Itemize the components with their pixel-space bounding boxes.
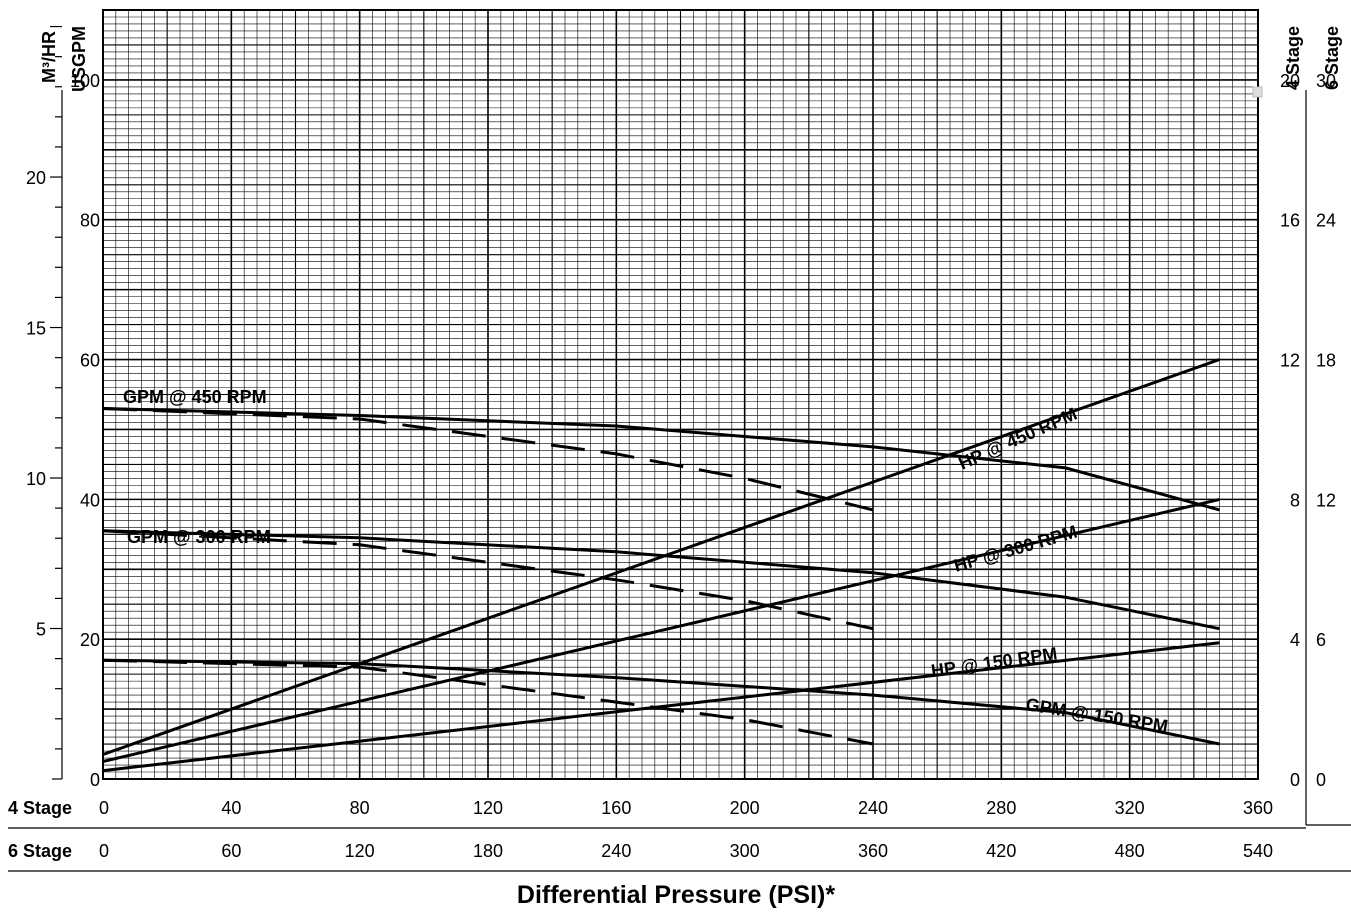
x-4-stage-tick-label: 360 [1243, 798, 1273, 818]
usgpm-tick-label: 100 [70, 71, 100, 91]
x-6-stage-tick-label: 360 [858, 841, 888, 861]
usgpm-tick-label: 60 [80, 351, 100, 371]
series-line-2 [102, 407, 874, 512]
right-4-stage-tick-label: 20 [1280, 71, 1300, 91]
x-6-stage-tick-label: 0 [99, 841, 109, 861]
m3hr-tick-label: 15 [26, 319, 46, 339]
x-6-stage-tick-label: 480 [1115, 841, 1145, 861]
series-line-3 [102, 529, 1220, 631]
x-4-stage-tick-label: 0 [99, 798, 109, 818]
series-line-6 [102, 658, 874, 746]
x-6-stage-tick-label: 300 [730, 841, 760, 861]
left-axis-name-usgpm: USGPM [69, 26, 89, 92]
series-label-hp-150: HP @ 150 RPM [930, 643, 1059, 681]
x-4-stage-tick-label: 160 [601, 798, 631, 818]
x-6-stage-tick-label: 180 [473, 841, 503, 861]
x-4-stage-tick-label: 80 [350, 798, 370, 818]
series-label-hp-300: HP @ 300 RPM [952, 522, 1080, 576]
series-line-7 [102, 358, 1221, 756]
x-4-stage-tick-label: 240 [858, 798, 888, 818]
x-6-stage-tick-label: 60 [221, 841, 241, 861]
left-axis-name-m3hr: M³/HR [39, 31, 59, 83]
right-4-stage-tick-label: 0 [1290, 770, 1300, 790]
chart-labels: GPM @ 450 RPM GPM @ 300 RPM GPM @ 150 RP… [8, 26, 1342, 909]
x-4-stage-tick-label: 200 [730, 798, 760, 818]
x-4-stage-tick-label: 280 [986, 798, 1016, 818]
usgpm-tick-label: 40 [80, 490, 100, 510]
x-axis-name-4-stage: 4 Stage [8, 798, 72, 818]
x-axis-name-6-stage: 6 Stage [8, 841, 72, 861]
plot-frame [102, 9, 1259, 780]
usgpm-tick-label: 0 [90, 770, 100, 790]
right-4-stage-tick-label: 4 [1290, 630, 1300, 650]
corner-marker [1252, 86, 1263, 98]
x-6-stage-tick-label: 120 [345, 841, 375, 861]
right-4-stage-tick-label: 12 [1280, 351, 1300, 371]
usgpm-tick-label: 80 [80, 211, 100, 231]
x-4-stage-tick-label: 120 [473, 798, 503, 818]
m3hr-tick-label: 5 [36, 620, 46, 640]
m3hr-tick-label: 20 [26, 168, 46, 188]
right-6-stage-tick-label: 30 [1316, 71, 1336, 91]
right-6-stage-tick-label: 18 [1316, 351, 1336, 371]
x-6-stage-tick-label: 420 [986, 841, 1016, 861]
right-6-stage-tick-label: 6 [1316, 630, 1326, 650]
series-line-5 [102, 658, 1220, 746]
right-6-stage-tick-label: 0 [1316, 770, 1326, 790]
x-6-stage-tick-label: 540 [1243, 841, 1273, 861]
right-6-stage-tick-label: 12 [1316, 490, 1336, 510]
right-6-stage-tick-label: 24 [1316, 211, 1336, 231]
chart-grid [102, 9, 1259, 780]
x-axis-title: Differential Pressure (PSI)* [517, 881, 835, 909]
right-axis-name-6-stage: 6 Stage [1322, 26, 1342, 90]
x-4-stage-tick-label: 320 [1115, 798, 1145, 818]
m3hr-tick-label: 10 [26, 469, 46, 489]
x-6-stage-tick-label: 240 [601, 841, 631, 861]
series-line-4 [102, 529, 874, 631]
x-4-stage-tick-label: 40 [221, 798, 241, 818]
series-label-gpm-300: GPM @ 300 RPM [127, 527, 271, 547]
right-4-stage-tick-label: 8 [1290, 490, 1300, 510]
chart-series-group [102, 358, 1221, 773]
series-label-gpm-450: GPM @ 450 RPM [123, 387, 267, 407]
series-line-8 [102, 497, 1220, 763]
series-line-9 [102, 641, 1220, 773]
right-4-stage-tick-label: 16 [1280, 211, 1300, 231]
series-line-1 [102, 407, 1220, 512]
right-axis-name-4-stage: 4 Stage [1283, 26, 1303, 90]
usgpm-tick-label: 20 [80, 630, 100, 650]
